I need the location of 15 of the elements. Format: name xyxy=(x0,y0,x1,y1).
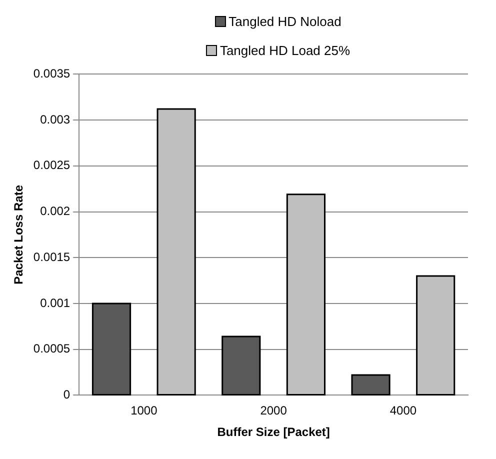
y-tick-label: 0.0005 xyxy=(33,342,70,356)
y-tick-label: 0.002 xyxy=(40,204,70,218)
legend-label: Tangled HD Noload xyxy=(228,14,342,29)
y-tick-label: 0.001 xyxy=(40,296,70,310)
y-tick-label: 0 xyxy=(63,388,70,402)
legend-label: Tangled HD Load 25% xyxy=(220,43,350,58)
y-tick-label: 0.0035 xyxy=(33,66,70,81)
x-tick-label: 1000 xyxy=(130,404,158,418)
y-tick-label: 0.0015 xyxy=(33,250,70,264)
y-tick-label: 0.003 xyxy=(40,112,70,126)
x-tick-label: 2000 xyxy=(260,404,288,418)
y-axis-title: Packet Loss Rate xyxy=(12,184,26,284)
x-axis-title: Buffer Size [Packet] xyxy=(217,425,330,440)
y-tick-label: 0.0025 xyxy=(33,158,70,172)
x-tick-label: 4000 xyxy=(390,404,417,418)
